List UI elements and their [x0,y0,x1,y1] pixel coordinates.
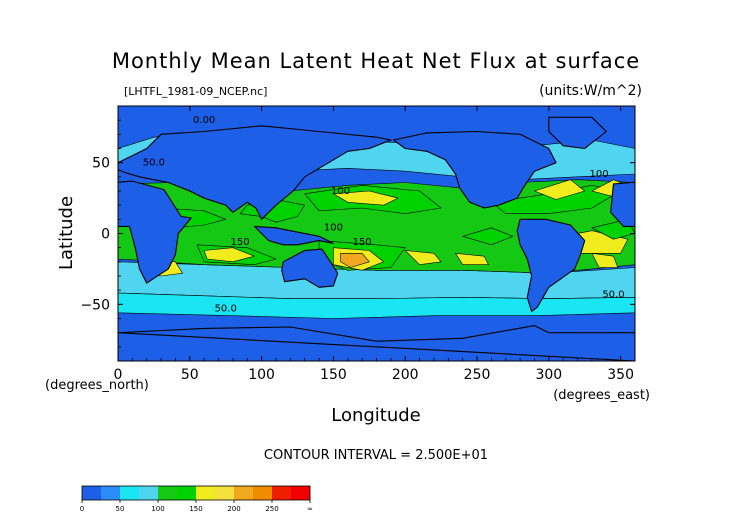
chart-title: Monthly Mean Latent Heat Net Flux at sur… [112,49,640,73]
colorbar-swatch [196,486,216,500]
colorbar-tick-label: 250 [265,505,278,513]
colorbar-swatch [215,486,235,500]
flux-region [534,179,586,200]
land-indonesia [253,225,334,246]
colorbar-tick-label: 0 [80,505,84,513]
land-greenland [548,116,607,150]
x-tick-label: 300 [535,367,562,383]
y-tick-label: 0 [101,227,110,243]
flux-region [75,253,101,267]
flux-region [203,247,255,263]
colorbar-tick-label: 150 [189,505,202,513]
contour-label: 0.00 [193,115,215,126]
colorbar-swatch [234,486,254,500]
flux-region [0,185,104,213]
x-tick-label: 50 [181,367,199,383]
x-tick-label: 350 [607,367,634,383]
plot-area: 0.00 50.0 100 100 100 150 150 50.0 50.0 [0,106,752,361]
file-label: [LHTFL_1981-09_NCEP.nc] [124,85,267,98]
colorbar-swatch [291,486,311,500]
x-tick-label: 150 [320,367,347,383]
flux-region [634,213,635,215]
colorbar-swatch [82,486,102,500]
colorbar-tick-label: 200 [227,505,240,513]
x-axis-ticks: 0 50 100 150 200 250 300 350 [114,106,634,383]
flux-region [591,253,619,268]
contour-label: 150 [231,237,250,248]
flux-region [634,261,635,294]
flux-region [634,292,635,314]
flux-region [661,259,700,276]
contour-label: 100 [331,186,350,197]
contour-label: 100 [324,223,343,234]
land-antarctica [118,325,635,361]
land-australia [281,248,339,288]
flux-region [721,248,752,262]
x-tick-label: 100 [248,367,275,383]
x-tick-label: 250 [464,367,491,383]
colorbar-swatch [139,486,159,500]
contour-label: 50.0 [215,303,237,314]
land-antarctica [634,332,635,334]
contour-label: 100 [590,169,609,180]
flux-region [118,232,119,234]
flux-region [75,180,111,197]
flux-region [455,253,489,266]
land-north-america [393,130,557,209]
land-antarctica [118,332,119,361]
contour-interval-text: CONTOUR INTERVAL = 2.500E+01 [264,448,488,463]
land-masses [0,116,635,361]
land-south-america [516,218,586,312]
flux-region [462,227,514,246]
flux-region [634,183,635,260]
y-axis-label: Latitude [56,196,77,270]
x-axis-label: Longitude [331,405,421,426]
colorbar-tick-label: 100 [151,505,164,513]
land-eurasia [118,125,392,220]
flux-region [333,190,399,206]
x-tick-label: 0 [114,367,123,383]
colorbar-swatch [158,486,178,500]
land-africa [118,180,192,284]
flux-region [714,245,752,265]
colorbar-swatch [253,486,273,500]
colorbar-swatch [177,486,197,500]
colorbar-swatch [101,486,121,500]
land-eurasia [634,162,635,171]
y-axis-ticks: −50 0 50 [80,119,635,348]
colorbar-swatch [272,486,292,500]
colorbar-tick-label: ∞ [307,505,313,513]
colorbar-tick-label: 50 [116,505,125,513]
contour-label: 50.0 [143,158,165,169]
flux-region [404,250,442,266]
colorbar: 0 50 100 150 200 250 ∞ [80,485,313,513]
colorbar-swatch [120,486,140,500]
units-label: (units:W/m^2) [539,83,642,99]
y-tick-label: 50 [92,156,110,172]
flux-region [634,148,635,169]
y-tick-label: −50 [80,297,110,313]
contour-label: 50.0 [602,289,624,300]
flux-region [118,292,635,319]
flux-regions [0,131,752,319]
contour-labels: 0.00 50.0 100 100 100 150 150 50.0 50.0 [143,115,625,314]
land-africa [610,181,635,227]
y-unit-label: (degrees_north) [45,378,149,393]
flux-region [340,253,370,268]
x-unit-label: (degrees_east) [553,388,650,403]
land-greenland [32,117,90,148]
land-north-america [0,132,39,209]
x-tick-label: 200 [392,367,419,383]
contour-label: 150 [353,237,372,248]
